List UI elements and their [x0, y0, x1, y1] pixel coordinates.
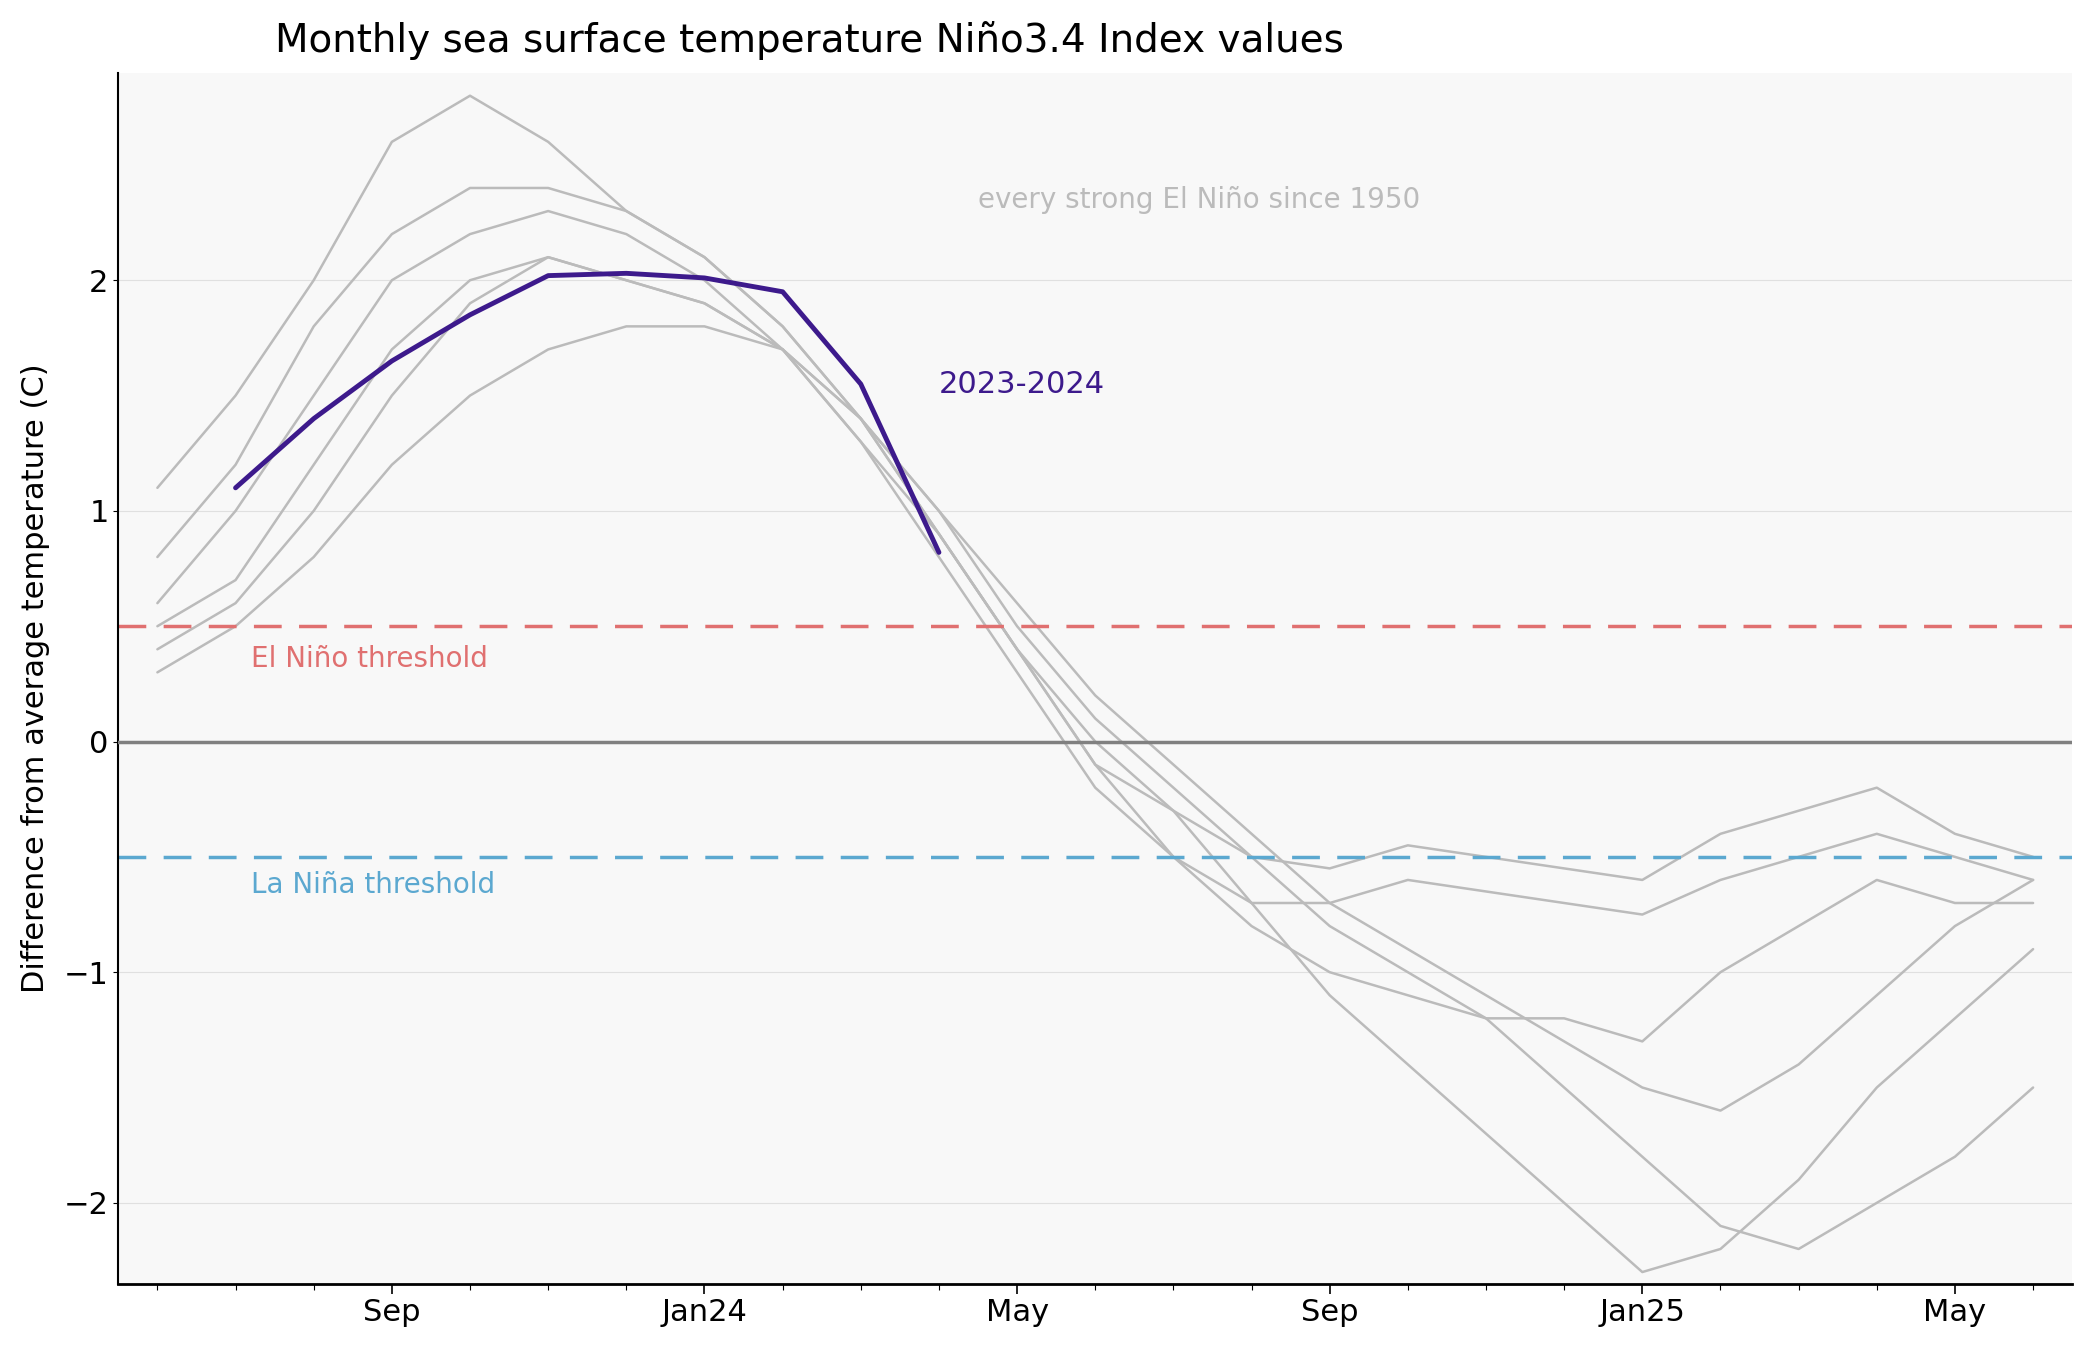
Y-axis label: Difference from average temperature (C): Difference from average temperature (C) [21, 364, 50, 993]
Text: 2023-2024: 2023-2024 [940, 369, 1105, 399]
Text: Monthly sea surface temperature Niño3.4 Index values: Monthly sea surface temperature Niño3.4 … [274, 20, 1344, 59]
Text: La Niña threshold: La Niña threshold [251, 871, 496, 899]
Text: every strong El Niño since 1950: every strong El Niño since 1950 [977, 186, 1421, 213]
Text: El Niño threshold: El Niño threshold [251, 644, 488, 673]
